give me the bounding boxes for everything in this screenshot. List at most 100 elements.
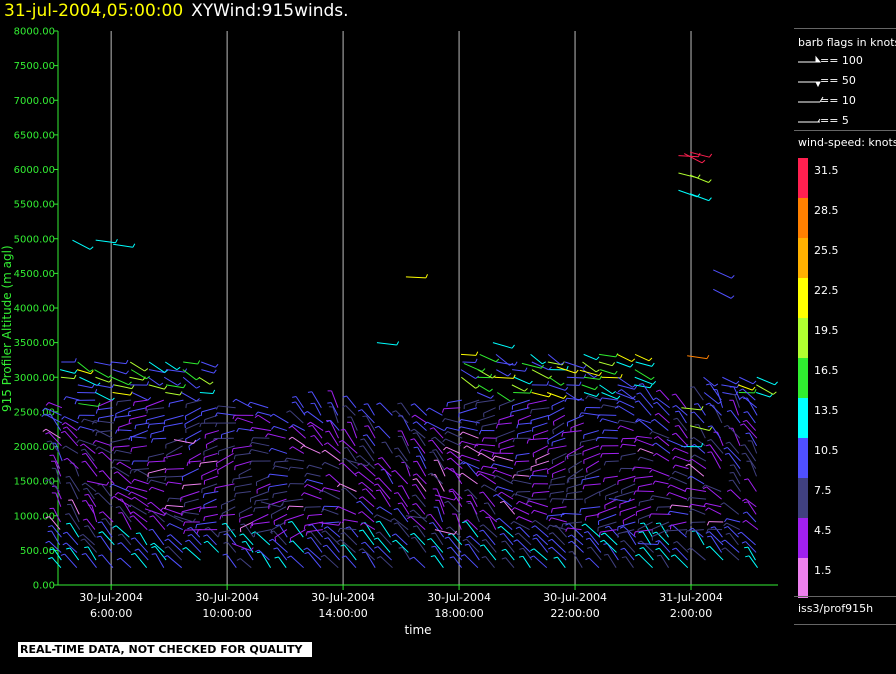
wind-barb-flag xyxy=(531,509,535,514)
wind-barb-flag xyxy=(446,402,449,407)
wind-barb-staff xyxy=(346,447,357,462)
wind-barb-flag xyxy=(720,502,725,506)
wind-barb xyxy=(133,469,150,477)
wind-barb xyxy=(398,485,410,500)
wind-barb-staff xyxy=(669,492,688,500)
wind-barb-flag xyxy=(65,475,70,478)
wind-barb-staff xyxy=(180,491,200,499)
wind-barb-staff xyxy=(79,426,95,432)
wind-barb-staff xyxy=(44,413,63,424)
wind-barb xyxy=(481,437,498,442)
wind-barb xyxy=(583,452,601,464)
wind-barb-flag xyxy=(475,385,480,389)
wind-barb-flag xyxy=(288,466,291,471)
wind-barb-flag xyxy=(531,483,535,488)
wind-barb-staff xyxy=(350,422,358,439)
wind-barb-staff xyxy=(324,554,339,569)
wind-barb xyxy=(654,412,670,424)
wind-barb xyxy=(513,376,533,385)
wind-barb-staff xyxy=(690,503,706,508)
wind-barb-flag xyxy=(524,367,528,372)
wind-barb-flag xyxy=(411,494,416,497)
wind-barb xyxy=(425,407,443,416)
wind-barb xyxy=(547,430,565,445)
wind-barb-flag xyxy=(249,427,253,432)
wind-barb-flag xyxy=(514,532,519,536)
wind-barb xyxy=(221,506,236,518)
legend-separator xyxy=(794,624,896,625)
wind-barb xyxy=(501,557,515,569)
wind-barb-staff xyxy=(492,342,513,349)
wind-barb xyxy=(742,419,757,431)
wind-barb-staff xyxy=(722,376,737,385)
wind-barb-staff xyxy=(721,384,738,388)
wind-barb xyxy=(598,529,617,537)
wind-barb-flag xyxy=(181,485,184,490)
wind-barb xyxy=(68,499,80,515)
wind-barb xyxy=(743,411,756,424)
wind-barb-staff xyxy=(95,440,112,447)
wind-barb-flag xyxy=(134,425,137,430)
wind-barb xyxy=(115,407,131,418)
wind-barb-staff xyxy=(121,512,132,530)
wind-barb-flag xyxy=(736,383,740,388)
wind-barb xyxy=(358,548,376,561)
wind-barb-flag xyxy=(373,537,378,540)
wind-barb xyxy=(518,555,531,568)
wind-barb-staff xyxy=(476,443,496,447)
wind-barb-flag xyxy=(519,547,524,550)
wind-barb xyxy=(501,548,515,561)
wind-barb-flag xyxy=(481,437,485,442)
wind-barb-flag xyxy=(568,468,570,474)
wind-barb-staff xyxy=(244,548,254,561)
wind-barb-staff xyxy=(548,384,566,391)
wind-barb xyxy=(452,513,462,530)
wind-barb-staff xyxy=(398,455,411,469)
wind-barb xyxy=(583,375,603,380)
wind-barb-flag xyxy=(708,179,712,183)
wind-barb-flag xyxy=(702,486,707,490)
wind-barb-flag xyxy=(599,397,603,402)
wind-barb-flag xyxy=(356,455,361,458)
wind-barb-staff xyxy=(570,422,584,429)
wind-barb-staff xyxy=(652,529,669,537)
wind-barb-flag xyxy=(617,425,621,430)
wind-barb-flag xyxy=(618,468,622,473)
wind-barb-staff xyxy=(742,388,756,401)
wind-barb xyxy=(706,383,722,401)
wind-barb xyxy=(531,361,552,371)
wind-barb xyxy=(690,521,706,527)
wind-barb-flag xyxy=(250,524,252,529)
wind-barb xyxy=(292,396,304,408)
wind-barb xyxy=(184,414,201,429)
wind-barb-flag xyxy=(652,442,657,446)
wind-barb xyxy=(212,437,234,443)
wind-barb-staff xyxy=(117,492,132,500)
wind-barb-flag xyxy=(512,474,515,479)
wind-barb xyxy=(95,239,118,244)
wind-barb-flag xyxy=(151,553,156,555)
station-label: iss3/prof915h xyxy=(798,602,874,615)
wind-barb-staff xyxy=(739,376,754,385)
wind-barb-flag xyxy=(599,375,603,380)
wind-barb-flag xyxy=(496,424,498,429)
wind-barb xyxy=(115,506,132,523)
wind-barb-flag xyxy=(481,426,483,431)
wind-barb-flag xyxy=(98,554,103,557)
wind-barb-staff xyxy=(255,498,269,502)
wind-barb-flag xyxy=(547,448,549,454)
wind-barb-staff xyxy=(218,405,236,409)
wind-barb xyxy=(47,530,61,546)
speed-swatch xyxy=(798,358,808,398)
wind-barb-staff xyxy=(162,507,183,515)
wind-barb-staff xyxy=(747,411,756,424)
wind-barb xyxy=(462,358,478,363)
wind-barb xyxy=(375,489,391,508)
wind-barb xyxy=(173,439,197,444)
wind-barb xyxy=(74,399,96,405)
wind-barb xyxy=(320,554,339,569)
wind-barb-staff xyxy=(86,480,107,486)
wind-barb-staff xyxy=(367,403,375,416)
wind-barb-flag xyxy=(391,470,396,473)
